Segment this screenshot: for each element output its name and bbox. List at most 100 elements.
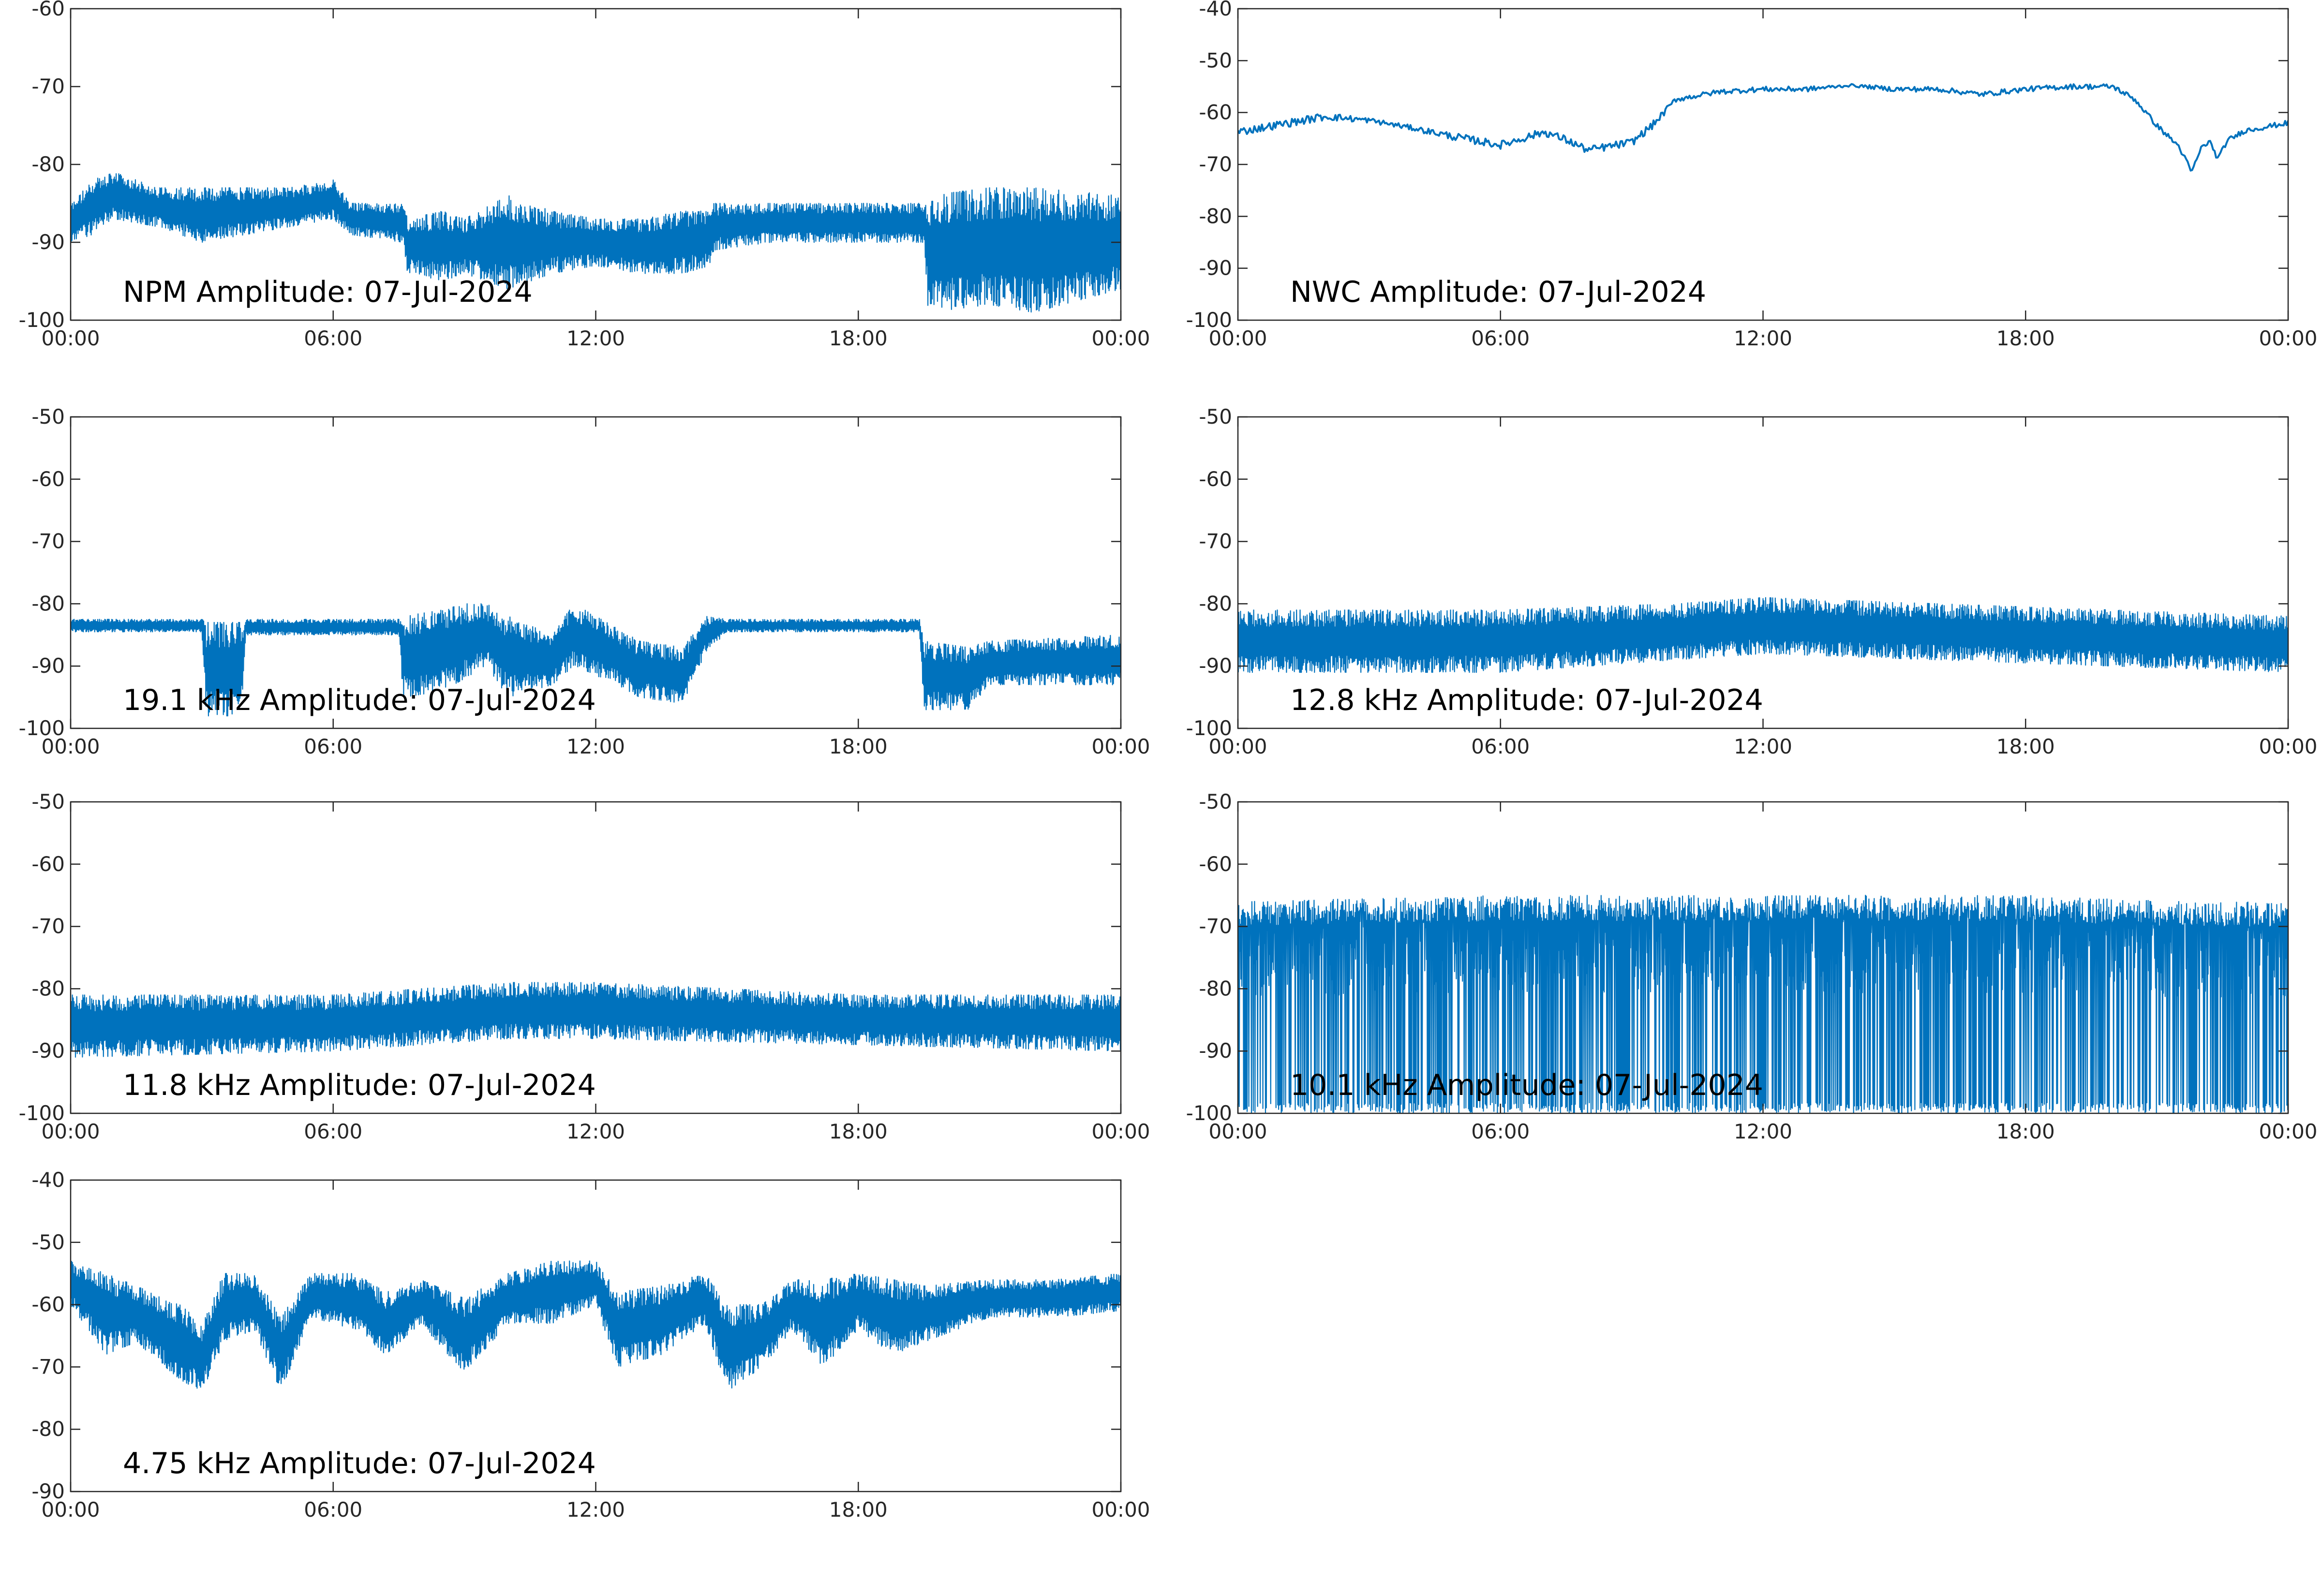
x-tick-label: 00:00 bbox=[2259, 1120, 2317, 1143]
x-tick-label: 12:00 bbox=[566, 1120, 625, 1143]
y-tick-label: -70 bbox=[31, 74, 65, 98]
series-line bbox=[71, 173, 1121, 313]
x-tick-label: 06:00 bbox=[1471, 326, 1530, 350]
y-tick-label: -90 bbox=[31, 654, 65, 678]
x-tick-label: 00:00 bbox=[1091, 326, 1150, 350]
y-tick-label: -60 bbox=[31, 467, 65, 491]
y-tick-label: -90 bbox=[31, 230, 65, 254]
x-tick-label: 00:00 bbox=[1208, 735, 1267, 758]
x-tick-label: 12:00 bbox=[566, 735, 625, 758]
y-tick-label: -80 bbox=[31, 152, 65, 176]
x-tick-label: 18:00 bbox=[829, 326, 888, 350]
y-tick-label: -90 bbox=[31, 1039, 65, 1063]
x-tick-label: 18:00 bbox=[829, 735, 888, 758]
y-tick-label: -70 bbox=[31, 530, 65, 553]
chart-title: 10.1 kHz Amplitude: 07-Jul-2024 bbox=[1290, 1068, 1763, 1102]
y-tick-label: -80 bbox=[1199, 976, 1232, 1000]
y-tick-label: -40 bbox=[31, 1168, 65, 1192]
y-tick-label: -90 bbox=[1199, 654, 1232, 678]
x-tick-label: 06:00 bbox=[304, 326, 362, 350]
x-tick-label: 00:00 bbox=[1091, 735, 1150, 758]
y-tick-label: -50 bbox=[31, 1230, 65, 1254]
chart-title: 11.8 kHz Amplitude: 07-Jul-2024 bbox=[123, 1068, 596, 1102]
chart-title: 19.1 kHz Amplitude: 07-Jul-2024 bbox=[123, 683, 596, 717]
y-tick-label: -100 bbox=[19, 716, 65, 740]
x-tick-label: 00:00 bbox=[41, 735, 100, 758]
y-tick-label: -40 bbox=[1199, 0, 1232, 20]
x-tick-label: 06:00 bbox=[304, 1498, 362, 1522]
x-tick-label: 18:00 bbox=[829, 1498, 888, 1522]
y-tick-label: -60 bbox=[1199, 101, 1232, 124]
x-tick-label: 06:00 bbox=[304, 735, 362, 758]
x-tick-label: 00:00 bbox=[41, 326, 100, 350]
y-tick-label: -70 bbox=[31, 1355, 65, 1378]
y-tick-label: -70 bbox=[31, 915, 65, 938]
y-tick-label: -60 bbox=[31, 1293, 65, 1316]
series-line bbox=[1238, 895, 2288, 1113]
x-tick-label: 00:00 bbox=[2259, 735, 2317, 758]
y-tick-label: -50 bbox=[1199, 790, 1232, 813]
series-line bbox=[71, 982, 1121, 1058]
y-tick-label: -90 bbox=[31, 1479, 65, 1503]
y-tick-label: -80 bbox=[31, 1417, 65, 1441]
x-tick-label: 00:00 bbox=[41, 1120, 100, 1143]
y-tick-label: -70 bbox=[1199, 915, 1232, 938]
chart-title: NWC Amplitude: 07-Jul-2024 bbox=[1290, 275, 1706, 309]
x-tick-label: 06:00 bbox=[1471, 1120, 1530, 1143]
x-tick-label: 18:00 bbox=[1996, 326, 2055, 350]
chart-title: 12.8 kHz Amplitude: 07-Jul-2024 bbox=[1290, 683, 1763, 717]
x-tick-label: 06:00 bbox=[1471, 735, 1530, 758]
series-line bbox=[1238, 83, 2288, 172]
y-tick-label: -90 bbox=[1199, 1039, 1232, 1063]
y-tick-label: -80 bbox=[31, 976, 65, 1000]
y-tick-label: -50 bbox=[31, 790, 65, 813]
y-tick-label: -100 bbox=[19, 308, 65, 332]
x-tick-label: 12:00 bbox=[1734, 735, 1792, 758]
y-tick-label: -50 bbox=[31, 405, 65, 429]
x-tick-label: 18:00 bbox=[1996, 735, 2055, 758]
y-tick-label: -50 bbox=[1199, 405, 1232, 429]
y-tick-label: -60 bbox=[31, 852, 65, 876]
x-tick-label: 00:00 bbox=[1091, 1498, 1150, 1522]
y-tick-label: -60 bbox=[1199, 852, 1232, 876]
x-tick-label: 00:00 bbox=[2259, 326, 2317, 350]
x-tick-label: 00:00 bbox=[41, 1498, 100, 1522]
series-line bbox=[71, 603, 1121, 717]
y-tick-label: -80 bbox=[31, 591, 65, 615]
x-tick-label: 18:00 bbox=[829, 1120, 888, 1143]
y-tick-label: -80 bbox=[1199, 591, 1232, 615]
series-line bbox=[1238, 597, 2288, 673]
y-tick-label: -100 bbox=[19, 1101, 65, 1125]
x-tick-label: 06:00 bbox=[304, 1120, 362, 1143]
y-tick-label: -100 bbox=[1186, 1101, 1232, 1125]
series-line bbox=[71, 1260, 1121, 1389]
x-tick-label: 18:00 bbox=[1996, 1120, 2055, 1143]
y-tick-label: -100 bbox=[1186, 716, 1232, 740]
y-tick-label: -60 bbox=[31, 0, 65, 20]
x-tick-label: 12:00 bbox=[1734, 326, 1792, 350]
x-tick-label: 12:00 bbox=[566, 326, 625, 350]
y-tick-label: -60 bbox=[1199, 467, 1232, 491]
y-tick-label: -90 bbox=[1199, 256, 1232, 280]
chart-title: 4.75 kHz Amplitude: 07-Jul-2024 bbox=[123, 1447, 596, 1480]
y-tick-label: -70 bbox=[1199, 152, 1232, 176]
chart-title: NPM Amplitude: 07-Jul-2024 bbox=[123, 275, 533, 309]
x-tick-label: 12:00 bbox=[566, 1498, 625, 1522]
y-tick-label: -100 bbox=[1186, 308, 1232, 332]
x-tick-label: 00:00 bbox=[1208, 1120, 1267, 1143]
x-tick-label: 00:00 bbox=[1208, 326, 1267, 350]
x-tick-label: 00:00 bbox=[1091, 1120, 1150, 1143]
x-tick-label: 12:00 bbox=[1734, 1120, 1792, 1143]
y-tick-label: -80 bbox=[1199, 204, 1232, 228]
y-tick-label: -70 bbox=[1199, 530, 1232, 553]
y-tick-label: -50 bbox=[1199, 48, 1232, 72]
